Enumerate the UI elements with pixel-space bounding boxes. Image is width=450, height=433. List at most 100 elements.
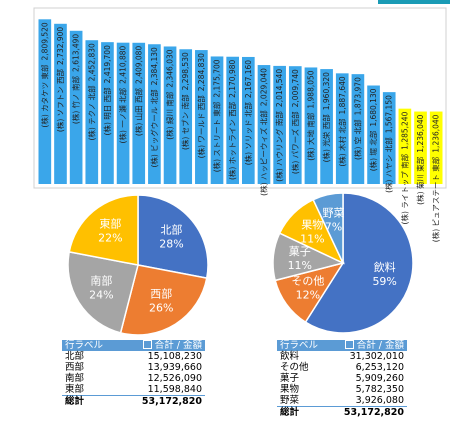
bar-value: 1,873,970 <box>353 77 362 115</box>
bar <box>257 65 271 184</box>
cell-text: 菓子 <box>280 373 300 384</box>
bar-value: 1,988,050 <box>306 70 315 108</box>
slice-category: 飲料 <box>374 260 396 274</box>
pie-slice <box>312 192 344 264</box>
bar-value: 2,809,520 <box>40 22 49 60</box>
bar <box>429 111 443 184</box>
cell-text: 行ラベル <box>65 340 104 351</box>
bar-label: (株) テクノ 北部 2,452,830 <box>86 43 96 141</box>
table-cell: 西部 <box>62 362 119 373</box>
bar <box>101 42 114 184</box>
bar-category: (株) 木村 北部 <box>337 118 347 167</box>
bar-category: (株) 大地 南部 <box>305 112 315 161</box>
bar-label: (株) ピュアステート 東部 1,236,040 <box>431 114 441 242</box>
cell-text: 行ラベル <box>280 340 319 351</box>
bar-value: 2,014,540 <box>275 69 284 107</box>
cell-text: 3,926,080 <box>355 395 404 406</box>
bar-value: 2,410,880 <box>119 45 128 83</box>
table-cell: 11,598,840 <box>119 384 205 396</box>
bar <box>116 42 130 185</box>
slice-percent: 11% <box>288 259 312 272</box>
table-cell: 合計 / 金額 <box>119 340 205 351</box>
slice-category: その他 <box>291 275 324 288</box>
bar <box>85 40 99 185</box>
filter-icon[interactable] <box>344 340 354 349</box>
slice-category: 菓子 <box>289 245 311 258</box>
slice-percent: 26% <box>149 302 173 315</box>
table-cell: 13,939,660 <box>119 362 205 373</box>
bar-label: (株) 明日 西部 2,419,700 <box>102 45 112 136</box>
bar-value: 2,298,530 <box>181 52 190 90</box>
bar-label: (株) ワールド 西部 2,284,830 <box>196 53 206 159</box>
bar-label: (株) 堀 北部 1,680,130 <box>368 88 378 171</box>
bar-label: (株) 木村 北部 1,887,640 <box>337 76 347 167</box>
bar-category: (株) 堀 北部 <box>368 130 378 171</box>
bar-category: (株) ホットライン 西部 <box>227 101 237 180</box>
bar-category: (株) パワーズ 西部 <box>290 111 300 174</box>
cell-text: 53,172,820 <box>343 407 404 418</box>
bar <box>414 111 427 184</box>
cell-text: 12,526,090 <box>147 373 202 384</box>
slice-category: 南部 <box>90 273 112 287</box>
bar-category: (株) ハウリング 南部 <box>274 111 284 182</box>
table-cell: 野菜 <box>277 395 329 407</box>
cell-text: 東部 <box>65 384 85 395</box>
table-cell: 東部 <box>62 384 119 396</box>
bar <box>288 66 302 184</box>
bar <box>226 56 239 184</box>
bar-value: 2,284,830 <box>197 53 206 91</box>
slice-category: 東部 <box>99 217 121 231</box>
bar <box>398 108 412 184</box>
table-row: 総計 53,172,820 <box>277 406 407 418</box>
bar-label: (株) 空 北部 1,873,970 <box>352 77 362 160</box>
bar-label: (株) ビッグウール 北部 2,384,130 <box>149 47 159 168</box>
bar-category: (株) テクノ 北部 <box>86 85 96 141</box>
bar-value: 2,167,160 <box>244 60 253 98</box>
cell-text: 31,302,010 <box>349 351 404 362</box>
table-row: 行ラベル 合計 / 金額 <box>277 340 407 351</box>
bar-value: 1,960,320 <box>322 72 331 110</box>
bar-category: (株) セブン 南部 <box>180 94 190 150</box>
table-cell: 3,926,080 <box>329 395 407 407</box>
table-row: 北部 15,108,230 <box>62 351 205 362</box>
bar <box>320 69 333 184</box>
table-cell: 菓子 <box>277 373 329 384</box>
table-cell: 53,172,820 <box>328 406 407 418</box>
bar-category: (株) 緑川 南部 <box>165 91 175 140</box>
table-cell: 5,782,350 <box>329 384 407 395</box>
table-cell: 合計 / 金額 <box>328 340 407 351</box>
bar <box>148 44 161 184</box>
bar-label: (株) 菊川 東部 1,236,040 <box>415 114 425 205</box>
bar-label: (株) 光栄 西部 1,960,320 <box>321 72 331 163</box>
cell-text: 総計 <box>65 396 85 407</box>
bar-label: (株) パワーズ 西部 2,009,740 <box>290 69 300 174</box>
filter-icon[interactable] <box>142 340 152 349</box>
bar-category: (株) ピュアステート 東部 <box>431 156 441 242</box>
table-cell: 12,526,090 <box>119 373 205 384</box>
table-row: 東部 11,598,840 <box>62 384 205 396</box>
table-cell: 北部 <box>62 351 119 362</box>
bar-value: 1,236,040 <box>432 114 441 152</box>
slice-category: 野菜 <box>323 207 345 220</box>
pie-slice <box>137 194 209 279</box>
table-row: 南部 12,526,090 <box>62 373 205 384</box>
bar <box>38 19 52 184</box>
bar <box>242 56 255 184</box>
bar-value: 1,680,130 <box>369 88 378 126</box>
slice-percent: 22% <box>98 232 122 245</box>
cell-text: 53,172,820 <box>141 396 202 407</box>
table-row: 西部 13,939,660 <box>62 362 205 373</box>
table-row: 飲料 31,302,010 <box>277 351 407 362</box>
bar-value: 2,409,080 <box>134 46 143 84</box>
bar-value: 2,452,830 <box>87 43 96 81</box>
bar-label: (株) 緑川 南部 2,346,030 <box>165 49 175 140</box>
table-cell: 53,172,820 <box>119 395 205 407</box>
slice-category: 西部 <box>150 287 172 301</box>
bar <box>382 92 396 184</box>
bar <box>210 56 224 184</box>
bar-label: (株) ハッピーウィズ 北部 2,029,040 <box>258 68 268 196</box>
bar-value: 1,285,240 <box>400 111 409 149</box>
cell-text: その他 <box>280 362 309 373</box>
bar-category: (株) ソフトン 西部 <box>55 68 65 132</box>
